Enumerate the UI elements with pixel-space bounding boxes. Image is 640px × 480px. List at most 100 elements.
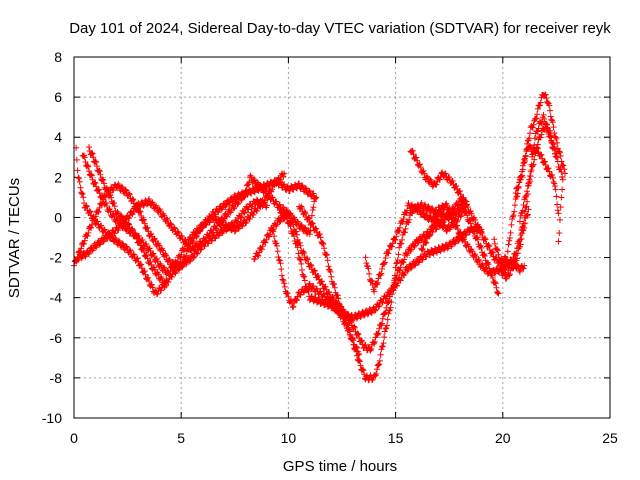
data-point: [482, 236, 489, 243]
data-point: [381, 328, 388, 335]
data-point: [531, 135, 538, 142]
data-point: [550, 178, 557, 185]
data-point: [467, 208, 474, 215]
data-point: [484, 260, 491, 267]
data-point: [524, 188, 531, 195]
data-point: [136, 238, 143, 245]
data-point: [259, 243, 266, 250]
data-point: [287, 223, 294, 230]
data-point: [286, 209, 293, 216]
data-point: [303, 285, 310, 292]
data-point: [488, 250, 495, 257]
data-point: [386, 307, 393, 314]
data-point: [339, 314, 346, 321]
data-point: [425, 203, 432, 210]
data-point: [246, 215, 253, 222]
data-point: [96, 167, 103, 174]
data-point: [540, 111, 547, 118]
data-point: [481, 235, 488, 242]
data-point: [389, 291, 396, 298]
data-point: [146, 245, 153, 252]
data-point: [460, 194, 467, 201]
data-point: [191, 246, 198, 253]
data-point: [534, 128, 541, 135]
data-point: [136, 204, 143, 211]
data-point: [377, 351, 384, 358]
data-point: [359, 366, 366, 373]
y-tick-label: -4: [50, 290, 63, 306]
data-point: [409, 147, 416, 154]
data-point: [469, 248, 476, 255]
data-point: [130, 196, 137, 203]
data-point: [81, 252, 88, 259]
data-point: [147, 258, 154, 265]
data-point: [238, 197, 245, 204]
data-point: [355, 357, 362, 364]
data-point: [153, 256, 160, 263]
data-point: [151, 266, 158, 273]
data-point: [534, 105, 541, 112]
data-point: [376, 303, 383, 310]
data-point: [301, 277, 308, 284]
data-point: [311, 195, 318, 202]
data-point: [517, 231, 524, 238]
data-point: [250, 211, 257, 218]
data-point: [84, 162, 91, 169]
data-point: [494, 246, 501, 253]
data-point: [380, 340, 387, 347]
data-point: [383, 295, 390, 302]
data-point: [536, 102, 543, 109]
x-tick-label: 20: [495, 430, 511, 446]
data-point: [279, 208, 286, 215]
data-point: [392, 264, 399, 271]
data-point: [491, 279, 498, 286]
series-track-3: [75, 172, 318, 263]
data-point: [81, 154, 88, 161]
data-point: [400, 259, 407, 266]
data-point: [298, 260, 305, 267]
data-point: [551, 183, 558, 190]
data-point: [328, 298, 335, 305]
data-point: [520, 160, 527, 167]
data-point: [211, 213, 218, 220]
data-point: [379, 315, 386, 322]
data-point: [289, 218, 296, 225]
data-point: [351, 323, 358, 330]
data-point: [524, 198, 531, 205]
data-point: [489, 249, 496, 256]
data-point: [546, 168, 553, 175]
data-point: [531, 141, 538, 148]
data-point: [508, 221, 515, 228]
data-point: [291, 233, 298, 240]
data-point: [279, 276, 286, 283]
data-point: [544, 121, 551, 128]
data-point: [376, 325, 383, 332]
data-point: [214, 208, 221, 215]
data-point: [317, 234, 324, 241]
x-tick-label: 15: [388, 430, 404, 446]
data-point: [298, 221, 305, 228]
data-point: [116, 239, 123, 246]
data-point: [365, 265, 372, 272]
data-point: [494, 247, 501, 254]
data-point: [139, 217, 146, 224]
data-point: [205, 240, 212, 247]
data-point: [504, 248, 511, 255]
data-point: [129, 196, 136, 203]
data-point: [86, 144, 93, 151]
data-point: [542, 162, 549, 169]
data-point: [475, 223, 482, 230]
data-point: [389, 243, 396, 250]
data-point: [436, 176, 443, 183]
data-point: [149, 284, 156, 291]
data-point: [354, 344, 361, 351]
data-point: [506, 235, 513, 242]
data-point: [472, 253, 479, 260]
data-point: [381, 334, 388, 341]
data-point: [174, 258, 181, 265]
data-point: [312, 195, 319, 202]
data-point: [323, 294, 330, 301]
data-point: [553, 193, 560, 200]
data-point: [396, 244, 403, 251]
data-point: [523, 146, 530, 153]
